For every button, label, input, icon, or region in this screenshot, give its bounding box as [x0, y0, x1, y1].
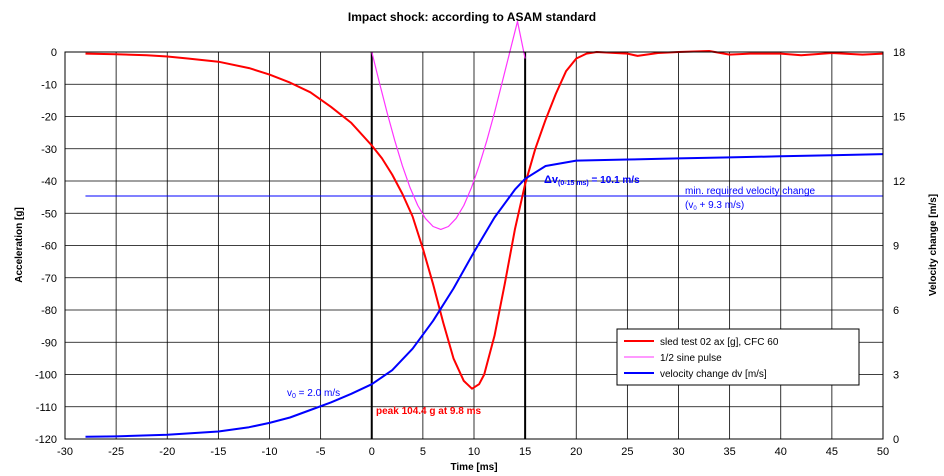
x-tick-label: -20: [159, 446, 175, 458]
chart-title: Impact shock: according to ASAM standard: [348, 10, 596, 24]
min-velocity-annotation-line2: (v0 + 9.3 m/s): [685, 200, 744, 212]
min-velocity-prefix: (v: [685, 200, 693, 211]
peak-annotation: peak 104.4 g at 9.8 ms: [376, 406, 482, 417]
delta-v-subscript: (0-15 ms): [558, 180, 589, 187]
y-tick-label: -70: [41, 273, 57, 285]
x-tick-label: 50: [877, 446, 889, 458]
y2-tick-label: 6: [893, 305, 899, 317]
y2-tick-labels: 18 15 12 9 6 3 0: [893, 47, 905, 446]
y-tick-label: -120: [35, 434, 57, 446]
x-tick-label: 5: [420, 446, 426, 458]
x-tick-label: -25: [108, 446, 124, 458]
series-sine-pulse-line: [371, 20, 526, 230]
y-axis-label: Acceleration [g]: [14, 207, 25, 283]
v0-prefix: v: [287, 388, 292, 399]
y2-tick-label: 15: [893, 112, 905, 124]
y-tick-label: -30: [41, 144, 57, 156]
y-tick-label: -60: [41, 241, 57, 253]
y-tick-label: -100: [35, 370, 57, 382]
x-tick-label: 30: [672, 446, 684, 458]
y-tick-label: 0: [51, 47, 57, 59]
x-axis-label: Time [ms]: [450, 462, 497, 473]
y-tick-label: -40: [41, 176, 57, 188]
delta-v-annotation: Δv(0-15 ms) = 10.1 m/s: [544, 174, 640, 187]
legend-box: [616, 328, 860, 386]
y-tick-label: -90: [41, 337, 57, 349]
y-tick-labels: 0 -10 -20 -30 -40 -50 -60 -70 -80 -90 -100 -110 -120: [35, 47, 57, 446]
delta-v-value: = 10.1 m/s: [589, 175, 640, 186]
x-tick-label: 40: [775, 446, 787, 458]
x-tick-labels: -30 -25 -20 -15 -10 -5 0 5 10 15 20 25 30 35 40 45 50: [57, 446, 889, 458]
y2-tick-label: 9: [893, 241, 899, 253]
y-tick-label: -50: [41, 208, 57, 220]
y2-tick-label: 12: [893, 176, 905, 188]
y-tick-label: -20: [41, 112, 57, 124]
reference-lines: [85, 52, 883, 439]
min-velocity-annotation-line1: min. required velocity change: [685, 186, 816, 197]
legend-label-velocity: velocity change dv [m/s]: [660, 369, 767, 380]
y-tick-label: -80: [41, 305, 57, 317]
v0-annotation: v0 = 2.0 m/s: [287, 388, 340, 400]
x-tick-label: -10: [262, 446, 278, 458]
x-tick-label: -15: [210, 446, 226, 458]
x-tick-label: 10: [468, 446, 480, 458]
y-tick-label: -110: [36, 402, 57, 414]
x-tick-label: -30: [57, 446, 73, 458]
v0-sub: 0: [292, 393, 296, 400]
y2-tick-label: 18: [893, 47, 905, 59]
y-tick-label: -10: [41, 79, 57, 91]
y2-axis-label: Velocity change [m/s]: [928, 194, 939, 296]
x-tick-label: 0: [369, 446, 375, 458]
min-velocity-sub: 0: [693, 206, 697, 212]
x-tick-label: 45: [826, 446, 838, 458]
x-tick-label: 25: [621, 446, 633, 458]
x-tick-label: 35: [724, 446, 736, 458]
plot-frame: [64, 51, 884, 440]
y2-tick-label: 3: [893, 370, 899, 382]
min-velocity-suffix: + 9.3 m/s): [697, 200, 745, 211]
delta-v-symbol: Δv: [544, 174, 559, 186]
x-tick-label: 15: [519, 446, 531, 458]
legend: sled test 02 ax [g], CFC 60 1/2 sine pul…: [616, 328, 860, 386]
v0-suffix: = 2.0 m/s: [296, 388, 340, 399]
x-tick-label: -5: [316, 446, 326, 458]
x-tick-label: 20: [570, 446, 582, 458]
legend-label-sine-pulse: 1/2 sine pulse: [660, 353, 722, 364]
legend-label-sled-test: sled test 02 ax [g], CFC 60: [660, 337, 779, 348]
series-velocity-change-line: [85, 153, 884, 438]
y2-tick-label: 0: [893, 434, 899, 446]
